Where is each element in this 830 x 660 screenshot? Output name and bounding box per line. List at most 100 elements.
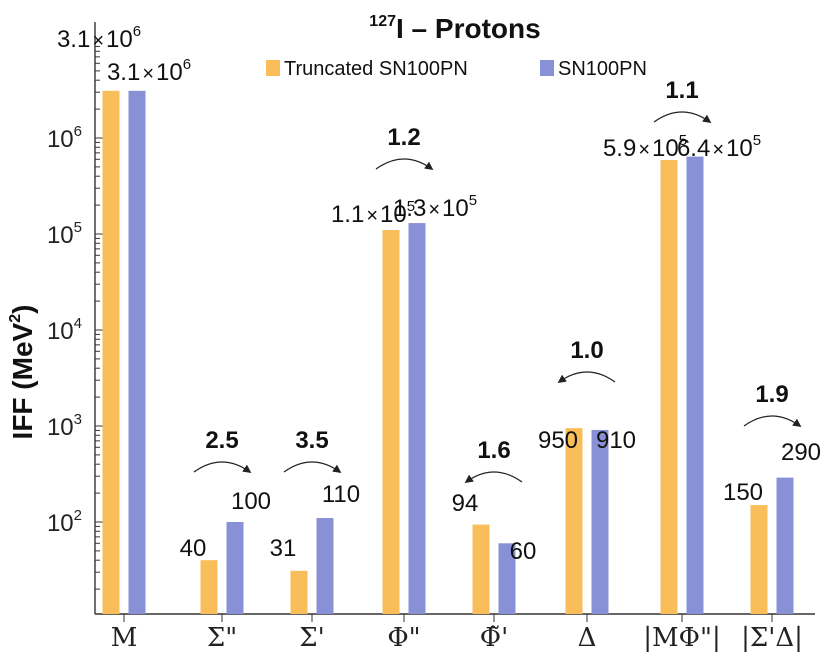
value-label: 950 [538, 427, 578, 454]
bar-sn100pn [776, 477, 794, 614]
y-tick-exponent: 2 [74, 507, 82, 524]
value-exponent: 5 [753, 132, 761, 149]
value-base: 10 [106, 26, 133, 53]
bar-sn100pn [591, 429, 609, 614]
y-tick-exponent: 4 [74, 315, 82, 332]
bar-sn100pn [498, 543, 516, 614]
value-base: 10 [380, 201, 407, 228]
value-times: × [712, 139, 724, 161]
value-exponent: 6 [183, 56, 191, 73]
value-label: 40 [180, 535, 207, 562]
value-label: 94 [452, 490, 479, 517]
value-label: 1.1 ×105 [331, 198, 415, 228]
value-times: × [92, 30, 104, 52]
value-label: 110 [322, 481, 360, 508]
y-tick-exponent: 6 [74, 123, 82, 140]
value-exponent: 5 [679, 132, 687, 149]
ratio-label: 1.1 [665, 77, 698, 104]
bar-sn100pn [226, 522, 244, 614]
value-label: 60 [510, 538, 537, 565]
y-tick-base: 10 [47, 414, 74, 441]
ratio-label: 1.6 [477, 437, 510, 464]
value-base: 10 [652, 135, 679, 162]
chart-title-text: I – Protons [396, 13, 541, 44]
value-times: × [142, 63, 154, 85]
x-tick-label: Δ [578, 623, 597, 653]
value-label: 5.9 ×105 [603, 132, 687, 162]
x-tick-label: Σ' [299, 623, 325, 653]
x-tick-label: M [111, 623, 138, 653]
ratio-label: 1.9 [755, 381, 788, 408]
value-exponent: 5 [469, 192, 477, 209]
ratio-annotations: 2.5 3.5 1.2 1.6 1.0 1.1 1.9 [193, 77, 802, 483]
value-times: × [638, 139, 650, 161]
ratio-arrow [283, 461, 342, 473]
value-mantissa: 5.9 [603, 135, 636, 162]
value-exponent: 5 [407, 198, 415, 215]
value-mantissa: 3.1 [107, 59, 140, 86]
x-tick-label: Σ" [207, 623, 237, 653]
y-axis-label-close: ) [7, 305, 38, 314]
value-base: 10 [726, 135, 753, 162]
x-tick-label: |MΦ"| [643, 623, 720, 653]
value-mantissa: 290 [781, 439, 821, 466]
ratio-arrow [464, 471, 523, 483]
bar-sn100pn [128, 90, 146, 614]
bar-truncated [660, 159, 678, 614]
value-label: 290 [781, 439, 821, 466]
legend-label-truncated: Truncated SN100PN [284, 58, 468, 80]
value-label: 3.1 ×106 [107, 56, 191, 86]
legend-label-sn100pn: SN100PN [558, 58, 647, 80]
value-base: 10 [156, 59, 183, 86]
value-mantissa: 110 [322, 481, 360, 508]
y-tick-label: 103 [47, 411, 82, 441]
value-mantissa: 31 [270, 535, 297, 562]
ratio-arrow [193, 461, 252, 473]
y-tick-label: 106 [47, 123, 82, 153]
ratio-arrow [375, 158, 434, 170]
value-mantissa: 3.1 [57, 26, 90, 53]
value-mantissa: 40 [180, 535, 207, 562]
x-tick-label: |Σ'Δ| [741, 623, 803, 653]
value-times: × [428, 199, 440, 221]
ratio-label: 1.0 [570, 337, 603, 364]
bar-truncated [750, 505, 768, 614]
bar-sn100pn [408, 223, 426, 614]
legend-swatch-truncated [266, 60, 280, 76]
value-mantissa: 950 [538, 427, 578, 454]
y-tick-label: 104 [47, 315, 82, 345]
bar-truncated [382, 230, 400, 614]
y-tick-base: 10 [47, 222, 74, 249]
y-axis-label-text: IFF (MeV [7, 322, 38, 439]
bar-truncated [200, 560, 218, 614]
legend-swatch-sn100pn [540, 60, 554, 76]
value-mantissa: 150 [723, 479, 763, 506]
x-tick-label: Φ̃' [480, 623, 508, 653]
value-times: × [366, 205, 378, 227]
value-label: 150 [723, 479, 763, 506]
ratio-arrow [743, 415, 802, 427]
chart-title: 127I – Protons [369, 13, 540, 44]
bar-truncated [290, 570, 308, 614]
legend: Truncated SN100PN SN100PN [266, 58, 647, 80]
bar-truncated [565, 428, 583, 614]
y-axis-label-superscript: 2 [7, 314, 24, 323]
value-mantissa: 94 [452, 490, 479, 517]
x-tick-label: Φ" [387, 623, 420, 653]
value-mantissa: 60 [510, 538, 537, 565]
value-mantissa: 910 [596, 427, 636, 454]
y-tick-label: 105 [47, 219, 82, 249]
value-mantissa: 6.4 [677, 135, 710, 162]
value-exponent: 6 [133, 23, 141, 40]
y-tick-exponent: 5 [74, 219, 82, 236]
value-label: 3.1 ×106 [57, 23, 141, 53]
ratio-label: 2.5 [205, 427, 238, 454]
bars [102, 90, 794, 614]
value-mantissa: 1.1 [331, 201, 364, 228]
y-tick-base: 10 [47, 318, 74, 345]
value-label: 100 [231, 488, 271, 515]
ratio-label: 1.2 [387, 124, 420, 151]
chart-title-superscript: 127 [369, 13, 396, 30]
